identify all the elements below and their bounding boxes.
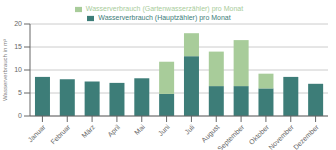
svg-text:Juli: Juli: [183, 123, 196, 136]
svg-text:Wasserverbrauch in m³: Wasserverbrauch in m³: [8, 39, 9, 101]
svg-text:September: September: [216, 123, 246, 150]
svg-text:April: April: [106, 123, 122, 139]
svg-text:Januar: Januar: [27, 123, 48, 144]
svg-text:Februar: Februar: [49, 123, 72, 146]
svg-text:August: August: [200, 123, 221, 144]
svg-text:Mai: Mai: [133, 123, 146, 136]
svg-text:5: 5: [18, 89, 22, 96]
html-text:Wasserverbrauch (Gartenwasserz: Wasserverbrauch (Gartenwasserzähler) pro…: [85, 5, 244, 12]
svg-text:Dezember: Dezember: [292, 123, 320, 150]
svg-text:0: 0: [18, 112, 22, 119]
svg-text:Oktober: Oktober: [248, 123, 271, 146]
svg-text:Juni: Juni: [157, 123, 171, 137]
svg-text:10: 10: [14, 66, 22, 73]
svg-text:15: 15: [14, 43, 22, 50]
svg-text:März: März: [80, 123, 96, 139]
html-text:Wasserverbrauch (Hauptzähler): Wasserverbrauch (Hauptzähler) pro Monat: [98, 14, 231, 21]
svg-text:20: 20: [14, 20, 22, 27]
